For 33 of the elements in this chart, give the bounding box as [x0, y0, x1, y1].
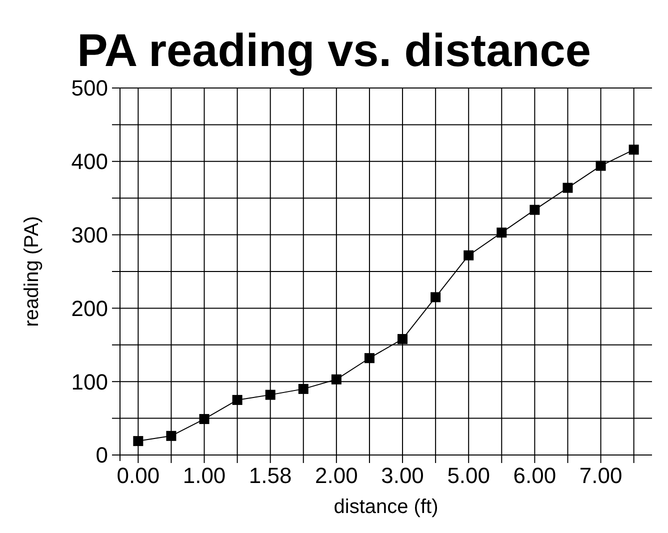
y-tick-label: 0	[96, 442, 108, 468]
y-tick-label: 500	[71, 76, 108, 101]
x-tick-label: 6.00	[513, 463, 556, 488]
point	[199, 414, 210, 424]
x-tick-label: 7.00	[579, 463, 622, 488]
x-tick-label: 1.00	[182, 463, 226, 488]
point	[628, 144, 639, 155]
y-tick-label: 100	[71, 369, 108, 394]
point	[530, 204, 540, 215]
point	[232, 394, 242, 405]
y-tick-label: 300	[71, 222, 108, 248]
y-axis-title: reading (PA)	[21, 216, 43, 327]
x-tick-label: 1.58	[248, 463, 292, 488]
chart-title: PA reading vs. distance	[77, 24, 591, 76]
point	[265, 390, 276, 400]
x-tick-label: 0.00	[116, 463, 160, 488]
x-tick-label: 2.00	[315, 463, 358, 488]
point	[298, 384, 308, 394]
point	[430, 292, 441, 302]
point	[133, 436, 144, 446]
x-tick-label: 5.00	[447, 463, 490, 488]
point	[398, 334, 408, 344]
y-tick-label: 400	[71, 149, 108, 174]
x-axis-title: distance (ft)	[334, 496, 438, 518]
point	[364, 353, 374, 364]
y-tick-label: 200	[71, 296, 108, 321]
point	[596, 160, 606, 171]
point	[464, 250, 474, 260]
point	[496, 228, 507, 238]
x-tick-label: 3.00	[381, 463, 424, 488]
point	[166, 430, 176, 441]
point	[331, 374, 342, 384]
point	[562, 182, 573, 193]
